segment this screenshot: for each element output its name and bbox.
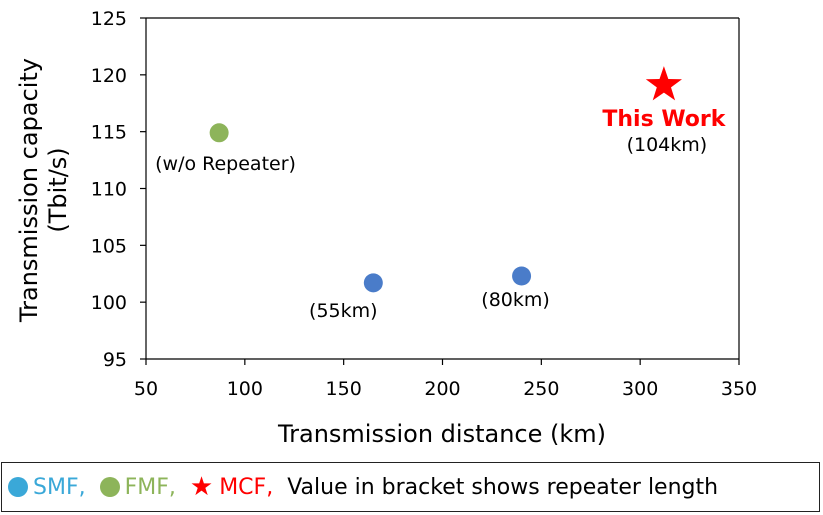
point-annotations: (w/o Repeater) (55km) (80km) (104km)This Wo… bbox=[155, 107, 727, 322]
x-tick-label: 300 bbox=[622, 378, 658, 400]
y-tick-label: 95 bbox=[103, 349, 127, 371]
x-tick-label: 200 bbox=[424, 378, 460, 400]
data-point-label: (w/o Repeater) bbox=[155, 153, 296, 175]
axes bbox=[145, 17, 740, 360]
data-points bbox=[209, 66, 682, 293]
legend-label-smf: SMF, bbox=[33, 474, 86, 500]
data-point bbox=[363, 273, 383, 293]
legend-label-fmf: FMF, bbox=[124, 474, 176, 500]
y-tick-label: 115 bbox=[91, 122, 127, 144]
y-tick-label: 120 bbox=[91, 65, 127, 87]
data-point-star bbox=[645, 66, 682, 101]
y-tick-label: 110 bbox=[91, 179, 127, 201]
legend-label-mcf: MCF, bbox=[219, 474, 274, 500]
legend-item-mcf: ★ MCF, bbox=[190, 474, 273, 500]
data-point-label: This Work bbox=[602, 107, 726, 132]
data-point bbox=[512, 266, 532, 286]
fmf-circle-icon bbox=[99, 477, 120, 497]
x-tick-label: 100 bbox=[227, 378, 263, 400]
y-tick-label: 125 bbox=[91, 8, 127, 30]
legend-note: Value in bracket shows repeater length bbox=[287, 474, 719, 500]
x-tick-label: 350 bbox=[721, 378, 757, 400]
y-axis-title-line-2: (Tbit/s) bbox=[44, 147, 72, 232]
axis-labels: Transmission distance (km) Transmission … bbox=[15, 58, 606, 448]
legend: SMF, FMF, ★ MCF, Value in bracket shows … bbox=[1, 462, 820, 512]
y-tick-label: 100 bbox=[91, 292, 127, 314]
x-axis-title: Transmission distance (km) bbox=[277, 420, 606, 448]
data-point-label: (55km) bbox=[309, 300, 378, 322]
smf-circle-icon bbox=[8, 477, 28, 497]
x-tick-label: 250 bbox=[523, 378, 559, 400]
data-point-sublabel: (104km) bbox=[627, 134, 708, 156]
legend-item-smf: SMF, bbox=[8, 475, 86, 500]
x-tick-label: 150 bbox=[326, 378, 362, 400]
y-tick-label: 105 bbox=[91, 235, 127, 257]
legend-item-fmf: FMF, bbox=[99, 474, 176, 500]
data-point bbox=[209, 123, 229, 143]
mcf-star-icon: ★ bbox=[189, 472, 214, 502]
x-tick-label: 50 bbox=[134, 378, 158, 400]
ticks: 50 100 150 200 250 300 350 95 100 105 110 115 120 125 bbox=[91, 8, 757, 400]
data-point-label: (80km) bbox=[481, 289, 550, 311]
y-axis-title-line-1: Transmission capacity bbox=[15, 58, 43, 323]
